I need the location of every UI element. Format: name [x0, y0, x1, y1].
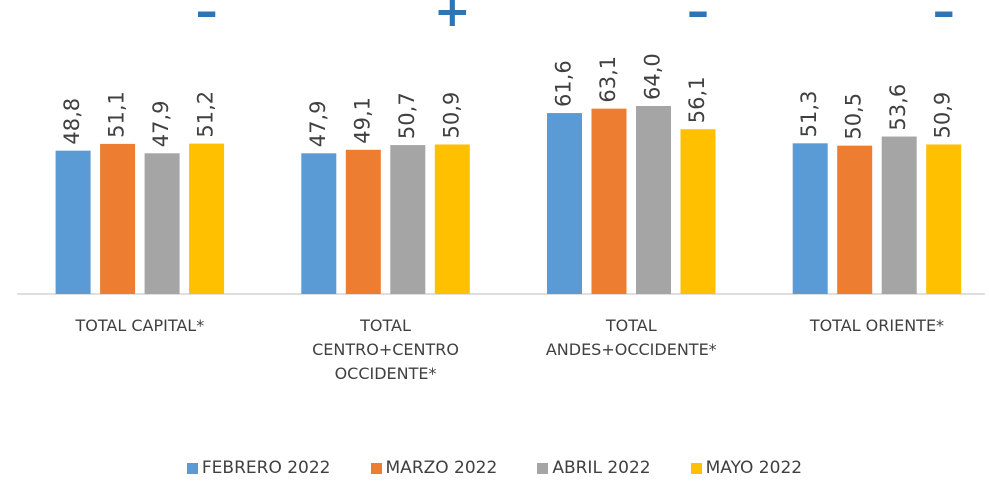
- legend: FEBRERO 2022 MARZO 2022 ABRIL 2022 MAYO 202…: [0, 458, 989, 478]
- data-label: 47,9: [149, 101, 173, 148]
- data-label: 63,1: [596, 56, 620, 103]
- data-label: 61,6: [552, 60, 576, 107]
- annotation: +: [434, 0, 471, 37]
- legend-item: MAYO 2022: [690, 458, 803, 478]
- legend-item: MARZO 2022: [370, 458, 498, 478]
- annotation: –: [933, 0, 955, 37]
- bar: [301, 153, 337, 294]
- legend-swatch: [690, 462, 702, 474]
- data-label: 50,5: [842, 93, 866, 140]
- bar: [792, 143, 828, 294]
- bar: [390, 145, 426, 294]
- data-label: 64,0: [641, 53, 665, 100]
- x-tick-label: TOTAL ANDES+OCCIDENTE*: [545, 316, 717, 359]
- legend-item: FEBRERO 2022: [186, 458, 331, 478]
- annotation: –: [196, 0, 218, 37]
- bar: [144, 153, 180, 294]
- bar: [926, 144, 962, 294]
- bar: [345, 149, 381, 294]
- data-label: 48,8: [60, 98, 84, 145]
- bar: [881, 136, 917, 294]
- annotation: –: [687, 0, 709, 37]
- legend-swatch: [186, 462, 198, 474]
- legend-label: MAYO 2022: [705, 458, 803, 478]
- data-label: 50,9: [439, 92, 463, 139]
- bar: [434, 144, 470, 294]
- data-label: 50,9: [931, 92, 955, 139]
- data-label: 51,3: [797, 91, 821, 138]
- bar: [636, 106, 671, 294]
- bar: [680, 129, 716, 294]
- bar: [591, 108, 627, 294]
- x-tick-label: TOTAL CAPITAL*: [75, 316, 205, 335]
- legend-swatch: [537, 462, 549, 474]
- legend-label: FEBRERO 2022: [201, 458, 331, 478]
- data-label: 53,6: [886, 84, 910, 131]
- legend-item: ABRIL 2022: [537, 458, 651, 478]
- data-label: 56,1: [685, 76, 709, 123]
- data-label: 49,1: [350, 97, 374, 144]
- bar: [100, 143, 136, 294]
- legend-swatch: [370, 462, 382, 474]
- data-label: 51,2: [194, 91, 218, 138]
- data-label: 51,1: [105, 91, 129, 138]
- legend-label: ABRIL 2022: [552, 458, 651, 478]
- x-tick-label: TOTAL ORIENTE*: [809, 316, 945, 335]
- bar: [189, 143, 225, 294]
- bar: [55, 150, 91, 294]
- x-tick-label: TOTAL CENTRO+CENTRO OCCIDENTE*: [312, 316, 459, 383]
- bar: [837, 145, 873, 294]
- legend-label: MARZO 2022: [385, 458, 498, 478]
- bar: [547, 113, 582, 294]
- data-label: 47,9: [306, 101, 330, 148]
- data-label: 50,7: [395, 92, 419, 139]
